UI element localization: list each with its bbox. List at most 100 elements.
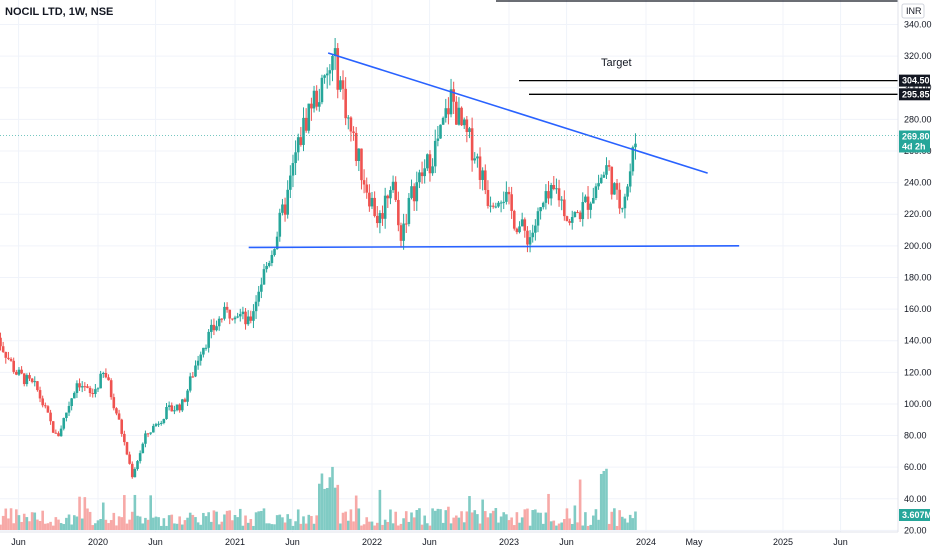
volume-bar [457,517,461,530]
volume-bar [441,522,445,530]
candle-body [520,219,524,227]
candle-body [136,461,139,469]
x-tick-label: 2024 [636,537,656,547]
candle-body [423,168,426,177]
candle-body [623,196,627,209]
volume-bar [7,518,10,530]
volume-bar [291,525,295,530]
volume-bar [117,516,121,530]
candle-body [167,405,171,408]
candle-body [202,347,205,355]
trendline-descending-resistance[interactable] [327,52,708,174]
volume-bar [130,511,134,530]
candle-body [86,386,89,388]
volume-bar [325,487,329,530]
volume-bar [455,515,458,530]
volume-bar [502,512,506,530]
candle-body [36,381,39,391]
volume-bar [233,515,237,530]
candle-body [428,154,432,174]
volume-bar [165,525,168,530]
volume-bar [439,509,442,530]
candle-body [465,119,469,132]
candle-body [33,381,37,383]
candle-body [278,212,282,237]
candle-body [594,186,598,199]
candle-body [570,216,574,223]
candle-body [144,433,147,444]
candle-body [541,202,545,208]
candle-body [460,107,463,126]
candle-body [262,269,266,285]
candle-body [510,194,513,211]
volume-bar [270,524,274,530]
volume-bar [370,521,374,530]
volume-bar [410,512,413,530]
candle-body [154,424,158,426]
candle-body [152,425,155,433]
volume-bar [262,508,266,530]
candle-body [394,181,398,200]
x-tick-label: Jun [559,537,574,547]
candle-body [523,219,527,231]
volume-bar [173,523,176,530]
volume-bar [536,512,540,530]
candle-body [320,77,324,103]
candle-body [386,195,390,199]
candle-body [573,212,577,217]
candle-body [38,390,42,399]
volume-bar [436,508,440,530]
candle-body [133,468,137,478]
candle-body [15,371,18,375]
candle-body [397,199,400,226]
volume-bar [381,524,384,530]
volume-bar [67,514,71,530]
candle-body [491,205,495,207]
volume-bar [468,496,471,530]
candle-body [194,365,197,377]
candle-body [507,191,511,195]
y-tick-label: 140.00 [904,336,932,346]
volume-bar [499,516,503,530]
candle-body [589,203,592,210]
y-tick-label: 160.00 [904,304,932,314]
volume-bar [576,522,579,530]
volume-bar [154,516,158,530]
candle-body [555,188,558,190]
volume-bar [626,522,629,530]
x-tick-label: Jun [422,537,437,547]
volume-bar [586,525,590,530]
volume-bar [133,494,137,530]
candle-body [204,347,208,349]
volume-bar [547,493,550,530]
volume-bar [112,512,116,530]
volume-bar [599,473,603,530]
volume-bar [159,525,163,530]
volume-bar [241,525,245,530]
volume-bar [318,483,321,530]
volume-badge-label: 3.607M [902,510,932,520]
candle-body [444,108,448,118]
trendline-horizontal-support[interactable] [248,245,740,249]
x-axis-ticks: Jun 2020 Jun 2021 Jun 2022 Jun 2023 Jun 2024 May 20… [11,537,848,547]
volume-bar [38,520,42,530]
candle-body [83,386,87,388]
candle-body [186,390,189,402]
currency-button[interactable]: INR [901,3,925,19]
volume-bar [389,509,392,530]
volume-bar [473,510,477,530]
volume-bar [70,524,73,530]
candle-body [181,399,184,411]
y-tick-label: 100.00 [904,399,932,409]
candle-body [565,216,569,222]
volume-bar [505,514,508,530]
x-tick-label: 2020 [88,537,108,547]
volume-bar [94,523,97,530]
candle-body [323,75,326,78]
volume-bar [223,514,226,530]
volume-bar [557,523,561,530]
volume-bar [323,488,326,530]
candle-body [336,48,340,90]
volume-bar [196,522,200,530]
